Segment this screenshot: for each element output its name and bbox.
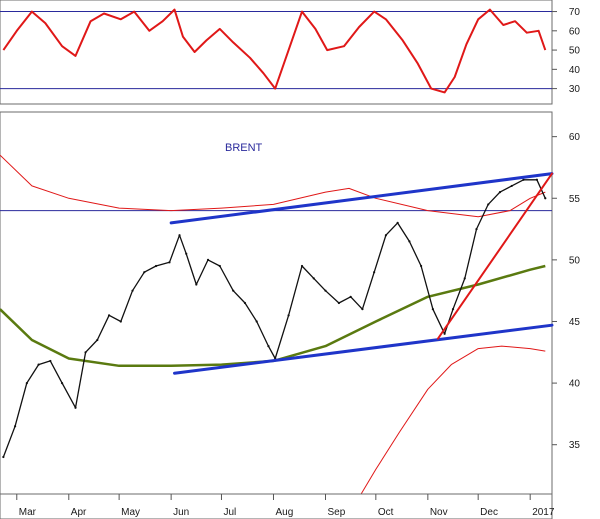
price-point	[535, 178, 538, 181]
price-point	[522, 178, 525, 181]
price-y-tick-label: 35	[569, 440, 581, 451]
price-point	[384, 234, 387, 237]
price-point	[25, 381, 28, 385]
price-point	[131, 289, 134, 292]
price-point	[267, 345, 270, 348]
price-point	[337, 301, 341, 305]
price-point	[349, 295, 352, 298]
price-point	[154, 264, 158, 268]
price-point	[218, 264, 221, 268]
price-point	[408, 240, 411, 243]
price-y-tick-label: 55	[569, 194, 581, 205]
price-y-tick-label: 45	[569, 317, 581, 328]
price-point	[396, 221, 399, 225]
x-axis-tick-label: May	[121, 507, 140, 518]
oscillator-y-tick-label: 60	[569, 26, 581, 37]
oscillator-y-tick-label: 70	[569, 7, 581, 18]
price-point	[232, 289, 235, 292]
price-point	[463, 277, 466, 280]
price-point	[431, 308, 434, 311]
price-point	[420, 264, 423, 268]
x-axis-tick-label: Oct	[378, 507, 394, 518]
price-point	[373, 271, 376, 274]
oscillator-y-axis: 70 60 50 40 30	[552, 7, 580, 95]
price-y-axis: 60 55 50 45 40 35	[552, 132, 580, 451]
price-y-tick-label: 50	[569, 255, 581, 266]
price-point	[60, 381, 64, 385]
price-point	[312, 277, 315, 280]
price-point	[2, 455, 5, 459]
x-axis-band	[0, 493, 553, 519]
price-point	[119, 320, 122, 323]
price-point	[168, 261, 171, 264]
price-point	[287, 314, 290, 317]
x-axis-tick-label: Apr	[71, 507, 87, 518]
price-point	[107, 314, 111, 317]
price-panel: BRENT 60 55 50 45 40 35	[0, 111, 580, 501]
trendlines	[169, 172, 554, 375]
trendline	[436, 172, 553, 340]
oscillator-panel: 70 60 50 40 30	[0, 0, 580, 105]
x-axis-tick-label: Sep	[327, 507, 345, 518]
x-axis-tick-label: Aug	[275, 507, 293, 518]
price-y-tick-label: 40	[569, 379, 581, 390]
price-point	[324, 289, 327, 292]
price-panel-frame	[0, 111, 553, 495]
oscillator-y-tick-label: 30	[569, 84, 581, 95]
x-axis: Mar Apr May Jun Jul Aug Sep Oct Nov Dec 2017	[0, 493, 555, 519]
oscillator-line	[2, 8, 547, 94]
oscillator-y-tick-label: 40	[569, 65, 581, 76]
x-axis-tick-label: Dec	[480, 507, 498, 518]
price-point	[49, 359, 52, 363]
price-point	[74, 406, 77, 409]
x-axis-tick-label: Jul	[223, 507, 236, 518]
price-point	[443, 332, 446, 335]
chart-title: BRENT	[225, 142, 263, 154]
price-point	[37, 363, 40, 366]
x-axis-tick-label: 2017	[532, 507, 555, 518]
price-point	[255, 320, 258, 323]
price-point	[510, 184, 513, 188]
price-y-tick-label: 60	[569, 132, 581, 143]
price-point	[544, 197, 547, 200]
x-axis-tick-label: Nov	[430, 507, 448, 518]
price-line	[2, 179, 546, 458]
price-point	[185, 252, 188, 255]
moving-average-line	[356, 345, 546, 501]
price-point	[206, 258, 210, 261]
x-axis-tick-label: Jun	[173, 507, 189, 518]
price-point	[84, 351, 87, 354]
oscillator-series	[2, 8, 547, 94]
price-point	[178, 234, 181, 237]
price-point	[487, 203, 490, 206]
price-point	[451, 308, 455, 311]
price-series	[2, 178, 547, 459]
x-axis-ticks: Mar Apr May Jun Jul Aug Sep Oct Nov Dec 2017	[16, 494, 555, 518]
price-point	[143, 271, 146, 274]
trendline	[169, 172, 554, 225]
x-axis-tick-label: Mar	[19, 507, 37, 518]
moving-average-line	[0, 154, 546, 218]
price-point	[195, 283, 198, 286]
price-point	[300, 264, 304, 268]
price-point	[14, 425, 17, 428]
price-point	[96, 338, 99, 342]
oscillator-y-tick-label: 50	[569, 46, 581, 57]
trendline	[172, 323, 554, 375]
price-point	[475, 227, 478, 231]
price-point	[498, 190, 502, 194]
price-point	[361, 308, 364, 311]
price-point	[243, 301, 247, 305]
